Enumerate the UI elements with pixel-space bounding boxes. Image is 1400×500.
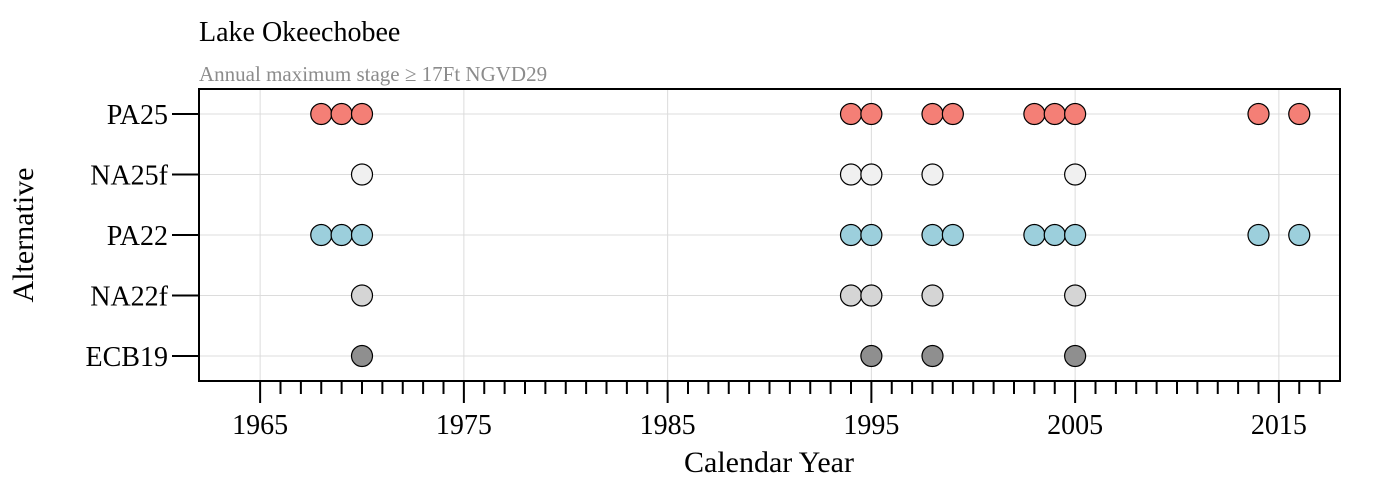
point-na25f-1998: [921, 163, 944, 186]
point-pa25-1998: [921, 102, 944, 126]
point-na25f-1995: [860, 163, 883, 186]
point-pa25-1995: [860, 102, 883, 126]
x-tick-label-1995: 1995: [843, 410, 899, 441]
point-na25f-2005: [1064, 163, 1087, 186]
point-pa25-2003: [1023, 102, 1046, 126]
point-pa25-2004: [1043, 102, 1066, 126]
x-axis-label: Calendar Year: [684, 446, 854, 479]
x-tick-label-2005: 2005: [1047, 410, 1103, 441]
y-axis: PA25 NA25f PA22 NA22f ECB19: [86, 100, 199, 373]
point-na22f-1998: [921, 284, 944, 307]
point-na25f-1994: [839, 163, 863, 186]
point-pa25-1970: [350, 102, 374, 126]
y-tick-label-ecb19: ECB19: [86, 342, 168, 373]
data-points: [310, 102, 1311, 368]
y-axis-label: Alternative: [7, 168, 40, 303]
x-axis: 1965 1975 1985 1995 2005 2015: [232, 380, 1321, 441]
point-na25f-1970: [350, 163, 374, 186]
point-ecb19-1998: [921, 344, 944, 368]
point-pa25-2016: [1288, 102, 1311, 126]
point-pa22-1994: [839, 223, 863, 247]
point-pa22-2004: [1043, 223, 1066, 247]
y-tick-label-pa22: PA22: [107, 221, 168, 252]
point-pa25-1969: [330, 102, 353, 126]
point-pa22-1999: [941, 223, 964, 247]
x-tick-label-1985: 1985: [640, 410, 696, 441]
point-pa22-2016: [1288, 223, 1311, 247]
point-pa22-1995: [860, 223, 883, 247]
point-pa22-2005: [1064, 223, 1087, 247]
point-pa25-2014: [1247, 102, 1270, 126]
point-pa25-1994: [839, 102, 863, 126]
chart-title: Lake Okeechobee: [199, 17, 400, 48]
point-pa22-2014: [1247, 223, 1270, 247]
point-ecb19-1970: [350, 344, 374, 368]
point-pa25-1968: [310, 102, 333, 126]
point-na22f-2005: [1064, 284, 1087, 307]
y-tick-label-pa25: PA25: [107, 100, 168, 131]
point-pa22-1998: [921, 223, 944, 247]
point-na22f-1995: [860, 284, 883, 307]
point-na22f-1994: [839, 284, 863, 307]
point-pa22-1970: [350, 223, 374, 247]
x-tick-label-1965: 1965: [232, 410, 288, 441]
x-tick-label-2015: 2015: [1251, 410, 1307, 441]
point-pa22-2003: [1023, 223, 1046, 247]
y-tick-label-na22f: NA22f: [90, 282, 168, 313]
point-pa22-1969: [330, 223, 353, 247]
x-tick-label-1975: 1975: [436, 410, 492, 441]
chart-subtitle: Annual maximum stage ≥ 17Ft NGVD29: [199, 62, 547, 86]
y-tick-label-na25f: NA25f: [90, 161, 168, 192]
point-pa22-1968: [310, 223, 333, 247]
point-ecb19-2005: [1064, 344, 1087, 368]
point-ecb19-1995: [860, 344, 883, 368]
point-pa25-2005: [1064, 102, 1087, 126]
point-na22f-1970: [350, 284, 374, 307]
point-pa25-1999: [941, 102, 964, 126]
